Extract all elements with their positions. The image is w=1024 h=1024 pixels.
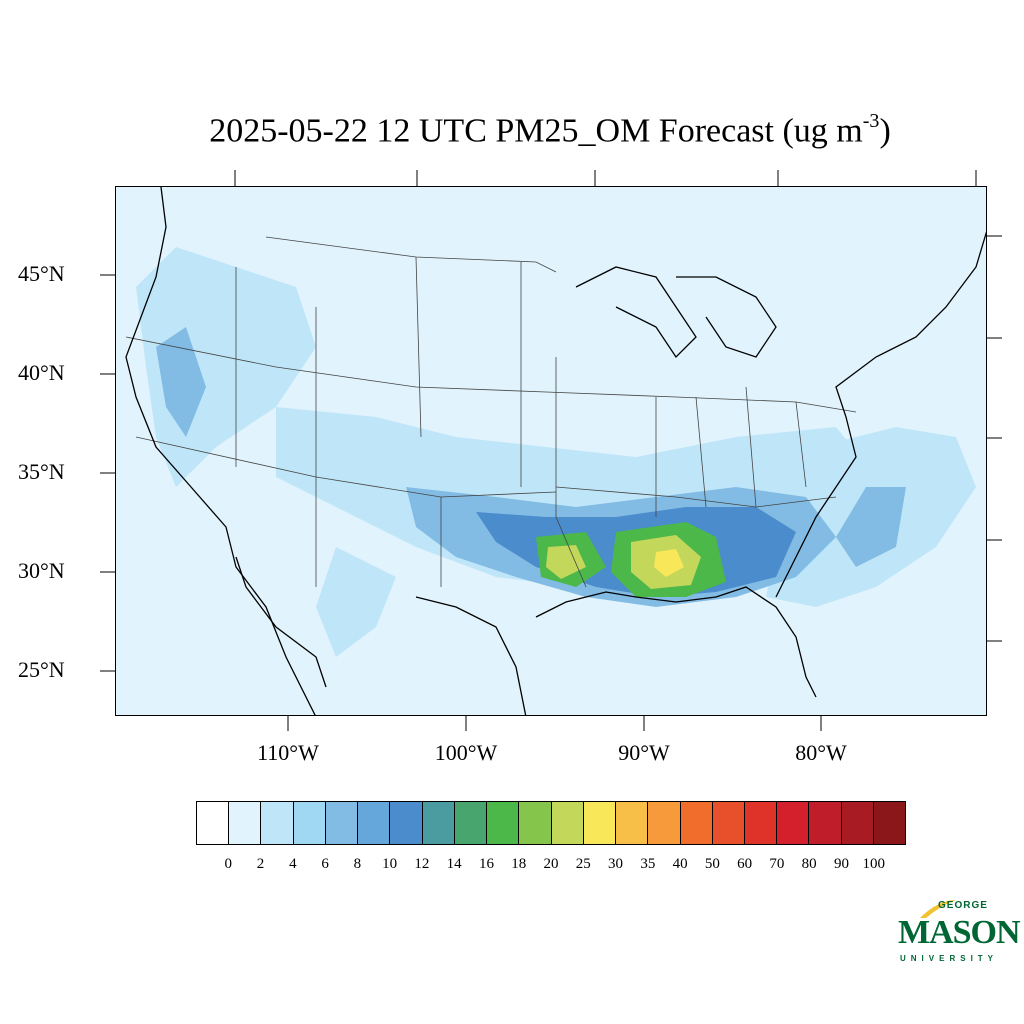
colorbar-tick-label: 16 <box>478 856 494 872</box>
colorbar <box>196 801 906 845</box>
logo-mason: MASON <box>898 914 1021 951</box>
colorbar-swatch <box>487 802 520 844</box>
colorbar-tick-label: 50 <box>704 856 720 872</box>
colorbar-swatch <box>358 802 391 844</box>
colorbar-tick-label: 25 <box>575 856 591 872</box>
colorbar-swatch <box>680 802 713 844</box>
colorbar-swatch <box>648 802 681 844</box>
colorbar-tick-label: 6 <box>321 856 329 872</box>
colorbar-tick-label: 40 <box>672 856 688 872</box>
colorbar-swatch <box>809 802 842 844</box>
colorbar-tick-label: 10 <box>382 856 398 872</box>
title-text: 2025-05-22 12 UTC PM25_OM Forecast (ug m <box>209 112 863 150</box>
title-close: ) <box>879 112 891 150</box>
colorbar-swatch <box>261 802 294 844</box>
lat-label-45: 45°N <box>18 261 65 286</box>
colorbar-swatch <box>777 802 810 844</box>
lat-label-40: 40°N <box>18 360 65 385</box>
lon-label-80w: 80°W <box>795 740 847 765</box>
colorbar-tick-label: 18 <box>511 856 527 872</box>
colorbar-swatch <box>293 802 326 844</box>
colorbar-swatch <box>841 802 874 844</box>
colorbar-swatch <box>873 802 906 844</box>
colorbar-swatch <box>519 802 552 844</box>
colorbar-swatch <box>422 802 455 844</box>
colorbar-swatch <box>616 802 649 844</box>
colorbar-tick-label: 0 <box>224 856 233 872</box>
colorbar-tick-label: 70 <box>769 856 785 872</box>
lat-label-30: 30°N <box>18 558 65 583</box>
colorbar-swatch <box>454 802 488 844</box>
colorbar-tick-label: 14 <box>446 856 462 872</box>
state-boundaries <box>125 236 857 588</box>
logo-george: GEORGE <box>938 900 988 911</box>
colorbar-tick-label: 90 <box>833 856 849 872</box>
lon-label-90w: 90°W <box>618 740 670 765</box>
colorbar-tick-label: 12 <box>414 856 430 872</box>
logo-swoosh-icon <box>920 900 956 918</box>
coastlines <box>125 187 986 715</box>
colorbar-swatch <box>583 802 617 844</box>
lat-label-35: 35°N <box>18 459 65 484</box>
concentration-field-peak <box>654 549 684 577</box>
map-title: 2025-05-22 12 UTC PM25_OM Forecast (ug m… <box>0 110 1024 150</box>
colorbar-tick-label: 35 <box>640 856 656 872</box>
colorbar-swatch <box>229 802 262 844</box>
colorbar-tick-label: 30 <box>608 856 624 872</box>
colorbar-tick-label: 100 <box>862 856 885 872</box>
lon-label-110w: 110°W <box>257 740 319 765</box>
colorbar-swatch <box>197 802 230 844</box>
lat-label-25: 25°N <box>18 657 65 682</box>
map-svg <box>125 187 986 715</box>
colorbar-swatch <box>551 802 584 844</box>
title-exponent: -3 <box>862 110 880 132</box>
colorbar-tick-label: 8 <box>353 856 362 872</box>
colorbar-tick-label: 4 <box>289 856 297 872</box>
colorbar-tick-label: 20 <box>543 856 559 872</box>
colorbar-tick-label: 2 <box>256 856 265 872</box>
colorbar-swatch <box>390 802 423 844</box>
gmu-logo: GEORGE MASON UNIVERSITY <box>898 898 1021 968</box>
colorbar-tick-label: 80 <box>801 856 817 872</box>
colorbar-tick-label: 60 <box>737 856 753 872</box>
colorbar-swatch <box>712 802 745 844</box>
lon-label-100w: 100°W <box>434 740 498 765</box>
logo-university: UNIVERSITY <box>900 954 999 963</box>
forecast-map <box>115 186 987 716</box>
colorbar-swatch <box>325 802 359 844</box>
colorbar-swatch <box>744 802 778 844</box>
